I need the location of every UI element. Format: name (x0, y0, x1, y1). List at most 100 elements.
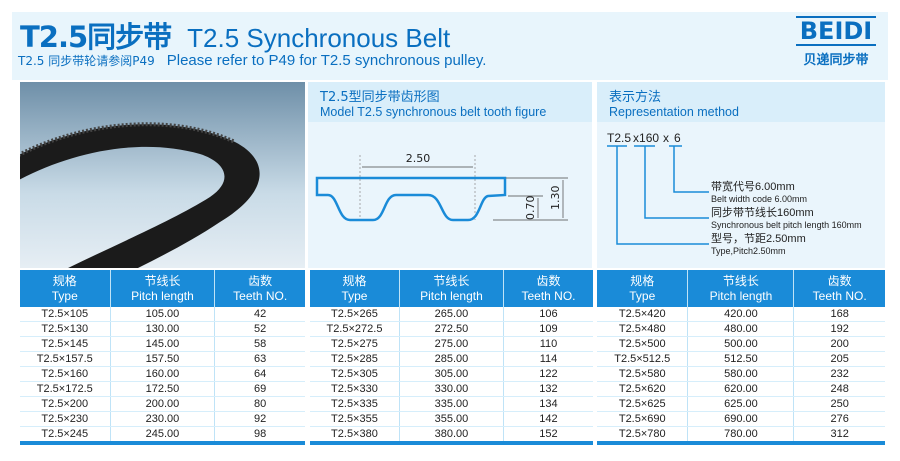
table-cell: 80 (214, 396, 305, 412)
table-cell: T2.5×335 (310, 396, 400, 412)
width-label-en: Belt width code 6.00mm (711, 194, 807, 204)
table-cell: T2.5×500 (597, 336, 689, 352)
table-cell: T2.5×620 (597, 381, 689, 397)
length-label-cn: 同步带节线长160mm (711, 205, 814, 219)
table-cell: 69 (214, 381, 305, 397)
type-label-cn: 型号，节距2.50mm (711, 231, 806, 245)
spec-table-1: 规格 Type 节线长 Pitch length 齿数 Teeth NO. T2.5×105… (20, 270, 305, 445)
table-row: T2.5×130 130.00 52 (20, 321, 305, 337)
table-cell: 109 (503, 321, 593, 337)
column-header-cn: 规格 (630, 273, 655, 288)
table-cell: 272.50 (399, 321, 504, 337)
table-cell: 122 (503, 366, 593, 382)
column-header-en: Type (51, 288, 78, 303)
total-height-label: 1.30 (549, 186, 562, 211)
table-row: T2.5×157.5 157.50 63 (20, 351, 305, 367)
table-cell: 305.00 (399, 366, 504, 382)
table-cell: T2.5×200 (20, 396, 111, 412)
column-header-en: Pitch length (709, 288, 773, 303)
logo-text: BEIDI (796, 16, 876, 46)
table-cell: 355.00 (399, 411, 504, 427)
table-row: T2.5×172.5 172.50 69 (20, 381, 305, 397)
table-cell: 114 (503, 351, 593, 367)
table-cell: T2.5×285 (310, 351, 400, 367)
table-row: T2.5×265 265.00 106 (310, 307, 593, 322)
table-row: T2.5×500 500.00 200 (597, 336, 885, 352)
rep-title-cn: 表示方法 (609, 90, 662, 105)
code-line: T2.5 x160 x 6 (607, 131, 681, 145)
table-cell: 780.00 (687, 426, 795, 444)
table-cell: T2.5×355 (310, 411, 400, 427)
belt-photo (14, 82, 305, 272)
column-header-cn: 齿数 (536, 273, 561, 288)
column-header: 节线长 Pitch length (687, 270, 795, 307)
column-header-en: Pitch length (131, 288, 194, 303)
table-cell: T2.5×330 (310, 381, 400, 397)
column-header-cn: 规格 (52, 273, 77, 288)
column-header: 规格 Type (597, 270, 689, 307)
subtitle-en: Please refer to P49 for T2.5 synchronous… (166, 52, 487, 69)
tooth-profile-diagram: 2.50 0.70 1.30 (315, 152, 568, 222)
column-header: 齿数 Teeth NO. (503, 270, 593, 307)
pitch-label: 2.50 (406, 152, 431, 165)
table-cell: 625.00 (687, 396, 795, 412)
table-cell: 250 (793, 396, 885, 412)
column-header-en: Teeth NO. (521, 288, 576, 303)
table-cell: 276 (793, 411, 885, 427)
table-cell: 134 (503, 396, 593, 412)
table-cell: 64 (214, 366, 305, 382)
table-cell: 106 (503, 307, 593, 322)
table-cell: 200.00 (110, 396, 216, 412)
column-header-en: Type (341, 288, 368, 303)
table-row: T2.5×305 305.00 122 (310, 366, 593, 382)
column-header: 规格 Type (20, 270, 111, 307)
table-cell: 580.00 (687, 366, 795, 382)
table-cell: T2.5×265 (310, 307, 400, 322)
table-row: T2.5×230 230.00 92 (20, 411, 305, 427)
table-cell: T2.5×480 (597, 321, 689, 337)
table-cell: T2.5×172.5 (20, 381, 111, 397)
table-cell: 192 (793, 321, 885, 337)
table-row: T2.5×480 480.00 192 (597, 321, 885, 337)
spec-table-3: 规格 Type 节线长 Pitch length 齿数 Teeth NO. T2.5×420… (597, 270, 885, 445)
table-header: 规格 Type 节线长 Pitch length 齿数 Teeth NO. (310, 270, 593, 307)
column-header-cn: 节线长 (722, 273, 759, 288)
table-cell: 98 (214, 426, 305, 444)
table-row: T2.5×625 625.00 250 (597, 396, 885, 412)
table-cell: T2.5×512.5 (597, 351, 689, 367)
table-row: T2.5×245 245.00 98 (20, 426, 305, 444)
code-length: x160 (633, 131, 659, 145)
logo-cn: 贝递同步带 (803, 53, 869, 68)
column-header-cn: 齿数 (248, 273, 273, 288)
column-header: 节线长 Pitch length (399, 270, 504, 307)
table-cell: 245.00 (110, 426, 216, 444)
table-cell: 92 (214, 411, 305, 427)
belt-image (14, 122, 260, 272)
table-cell: 380.00 (399, 426, 504, 444)
table-cell: 512.50 (687, 351, 795, 367)
table-cell: 205 (793, 351, 885, 367)
table-row: T2.5×272.5 272.50 109 (310, 321, 593, 337)
table-row: T2.5×690 690.00 276 (597, 411, 885, 427)
tooth-height-label: 0.70 (524, 196, 537, 221)
spec-table-2: 规格 Type 节线长 Pitch length 齿数 Teeth NO. T2.5×265… (310, 270, 593, 445)
table-cell: 63 (214, 351, 305, 367)
table-cell: 420.00 (687, 307, 795, 322)
table-cell: 132 (503, 381, 593, 397)
column-header: 节线长 Pitch length (110, 270, 216, 307)
table-cell: T2.5×420 (597, 307, 689, 322)
subtitle-row: T2.5 同步带轮请参阅P49 Please refer to P49 for … (18, 52, 486, 69)
table-header: 规格 Type 节线长 Pitch length 齿数 Teeth NO. (597, 270, 885, 307)
table-cell: 230.00 (110, 411, 216, 427)
subtitle-cn: T2.5 同步带轮请参阅P49 (18, 54, 155, 68)
column-header-en: Teeth NO. (812, 288, 867, 303)
column-header-en: Teeth NO. (233, 288, 288, 303)
table-cell: 105.00 (110, 307, 216, 322)
table-cell: T2.5×105 (20, 307, 111, 322)
width-label-cn: 带宽代号6.00mm (711, 179, 795, 193)
table-row: T2.5×380 380.00 152 (310, 426, 593, 444)
table-cell: 110 (503, 336, 593, 352)
table-cell: T2.5×130 (20, 321, 111, 337)
representation-diagram: T2.5 x160 x 6 带宽代号6.00mm Belt width code 6.… (607, 131, 862, 256)
code-type: T2.5 (607, 131, 631, 145)
